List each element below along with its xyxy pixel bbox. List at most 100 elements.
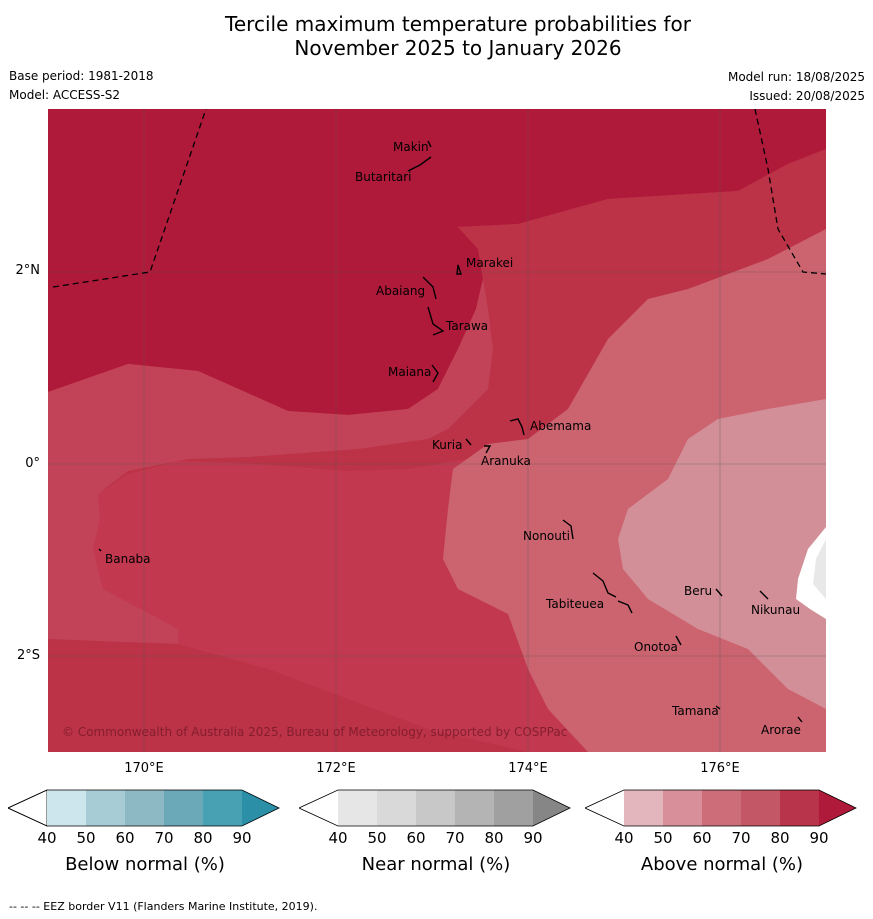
cbar-below-seg-5	[203, 790, 242, 826]
region-50-60	[618, 399, 826, 709]
island-maiana-shape	[431, 364, 439, 383]
lon-label-174e: 174°E	[508, 761, 548, 776]
tick: 90	[523, 829, 543, 847]
island-abemama-shape	[509, 418, 525, 436]
island-tamana-shape	[715, 705, 721, 710]
colorbar-label-above: Above normal (%)	[640, 854, 804, 875]
label-tamana: Tamana	[671, 704, 719, 718]
island-nikunau-shape	[759, 590, 769, 600]
island-makin-shape	[427, 140, 432, 148]
label-banaba: Banaba	[105, 552, 151, 566]
probability-map: Makin Butaritari Marakei Abaiang Tarawa …	[48, 109, 826, 752]
colorbar-label-near: Near normal (%)	[361, 854, 511, 875]
tick: 90	[809, 829, 829, 847]
cbar-near-seg-6	[533, 790, 570, 826]
tick: 40	[328, 829, 348, 847]
tick: 60	[115, 829, 135, 847]
region-above-90	[48, 109, 826, 415]
tick: 90	[232, 829, 252, 847]
island-tabiteuea-shape	[592, 572, 633, 614]
label-maiana: Maiana	[388, 365, 431, 379]
cbar-near-seg-5	[494, 790, 533, 826]
title-line-2: November 2025 to January 2026	[294, 36, 622, 60]
cbar-above-seg-6	[819, 790, 856, 826]
cbar-above-seg-3	[702, 790, 741, 826]
title-line-1: Tercile maximum temperature probabilitie…	[225, 12, 691, 36]
cbar-near-seg-4	[455, 790, 494, 826]
colorbar-above-normal	[585, 789, 857, 827]
lon-label-176e: 176°E	[700, 761, 740, 776]
map-svg: Makin Butaritari Marakei Abaiang Tarawa …	[48, 109, 826, 752]
graticule	[48, 109, 826, 752]
label-tarawa: Tarawa	[445, 319, 488, 333]
issued-date: Issued: 20/08/2025	[749, 89, 865, 103]
cbar-below-seg-0	[8, 789, 48, 827]
model-run: Model run: 18/08/2025	[727, 70, 865, 84]
label-arorae: Arorae	[761, 723, 801, 737]
label-tabiteuea: Tabiteuea	[545, 597, 604, 611]
tick: 80	[193, 829, 213, 847]
map-title: Tercile maximum temperature probabilitie…	[0, 12, 873, 60]
cbar-near-seg-0	[299, 790, 338, 826]
base-period: Base period: 1981-2018	[9, 69, 154, 83]
tick: 60	[406, 829, 426, 847]
lon-label-170e: 170°E	[124, 761, 164, 776]
label-makin: Makin	[393, 140, 429, 154]
tick: 70	[154, 829, 174, 847]
label-abaiang: Abaiang	[376, 284, 425, 298]
tick: 80	[484, 829, 504, 847]
copyright-text: © Commonwealth of Australia 2025, Bureau…	[62, 725, 567, 739]
island-arorae-shape	[797, 716, 803, 723]
island-outlines	[98, 140, 803, 723]
cbar-above-seg-1	[624, 790, 663, 826]
tick: 40	[37, 829, 57, 847]
label-butaritari: Butaritari	[355, 170, 412, 184]
region-near-normal-core	[813, 539, 826, 599]
label-marakei: Marakei	[466, 256, 513, 270]
cbar-near-seg-2	[377, 790, 416, 826]
cbar-above-seg-2	[663, 790, 702, 826]
cbar-below-seg-3	[125, 790, 164, 826]
label-nikunau: Nikunau	[751, 603, 800, 617]
tick: 70	[731, 829, 751, 847]
tick: 50	[76, 829, 96, 847]
region-70-80-west	[48, 279, 493, 644]
tick: 80	[770, 829, 790, 847]
region-80-90	[48, 149, 826, 752]
label-beru: Beru	[684, 584, 712, 598]
label-kuria: Kuria	[432, 438, 463, 452]
lat-label-2s: 2°S	[16, 648, 40, 663]
colorbar-near-normal	[299, 789, 571, 827]
label-abemama: Abemama	[530, 419, 591, 433]
tick: 40	[614, 829, 634, 847]
model-name: Model: ACCESS-S2	[9, 88, 121, 102]
cbar-near-seg-3	[416, 790, 455, 826]
lat-label-0: 0°	[25, 456, 40, 471]
eez-footnote: -- -- -- EEZ border V11 (Flanders Marine…	[9, 900, 318, 913]
label-nonouti: Nonouti	[523, 529, 570, 543]
tick: 50	[653, 829, 673, 847]
island-kuria-shape	[465, 438, 472, 446]
island-abaiang-shape	[422, 276, 437, 300]
cbar-near-seg-1	[338, 790, 377, 826]
cbar-below-seg-6	[242, 790, 279, 826]
cbar-below-seg-1	[47, 790, 86, 826]
island-marakei-shape	[456, 264, 462, 275]
lon-label-172e: 172°E	[316, 761, 356, 776]
tick: 70	[445, 829, 465, 847]
island-nonouti-shape	[562, 519, 574, 540]
island-labels: Makin Butaritari Marakei Abaiang Tarawa …	[105, 140, 801, 737]
cbar-above-seg-0	[585, 790, 624, 826]
island-banaba-shape	[98, 548, 102, 552]
cbar-above-seg-4	[741, 790, 780, 826]
island-aranuka-shape	[484, 445, 492, 454]
cbar-above-seg-5	[780, 790, 819, 826]
colorbar-label-below: Below normal (%)	[65, 854, 225, 875]
label-aranuka: Aranuka	[481, 454, 531, 468]
lat-label-2n: 2°N	[15, 263, 41, 278]
eez-border	[52, 109, 826, 288]
tick: 50	[367, 829, 387, 847]
cbar-below-seg-4	[164, 790, 203, 826]
cbar-below-seg-2	[86, 790, 125, 826]
island-tarawa-shape	[427, 306, 445, 336]
